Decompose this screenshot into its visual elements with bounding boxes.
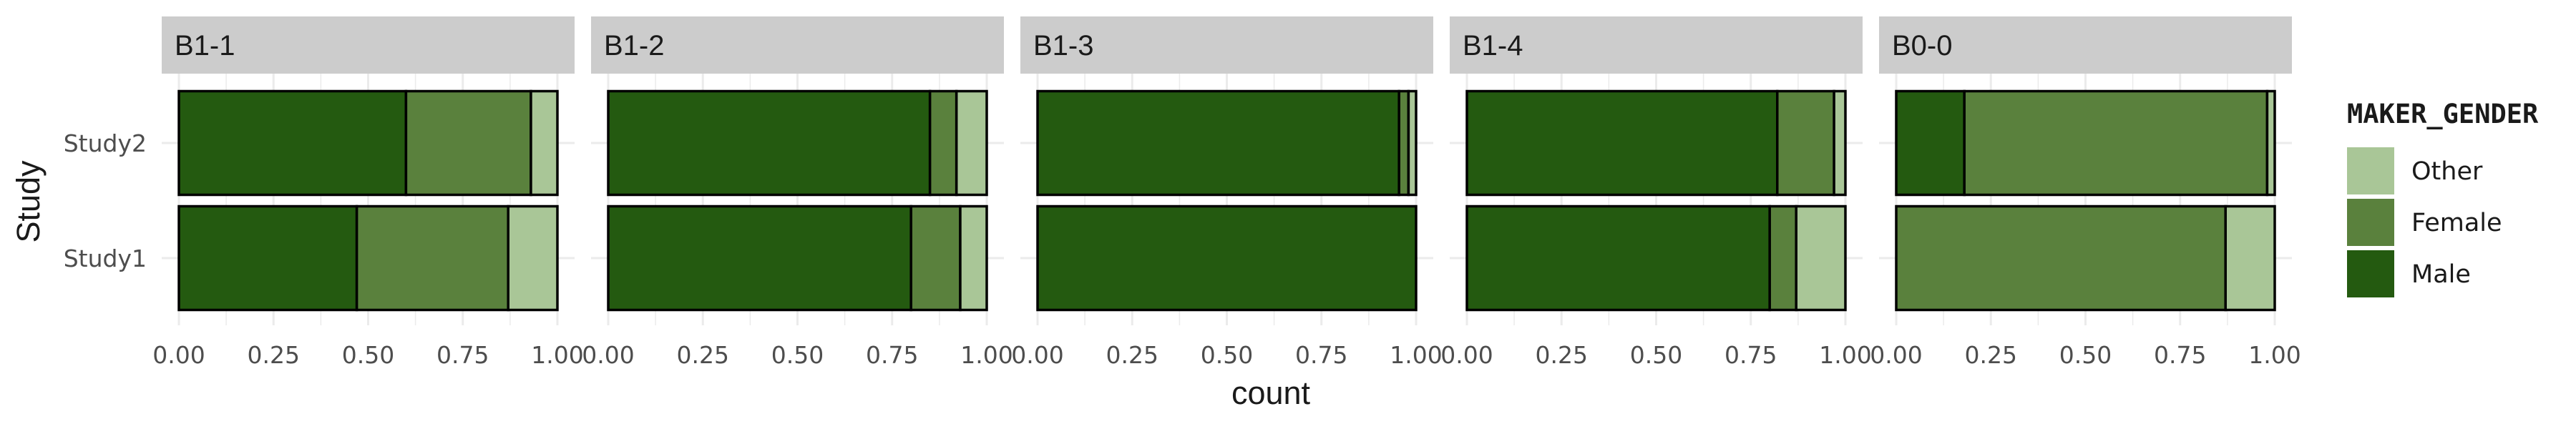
bar-study2-other <box>1833 89 1847 197</box>
bar-study1-male <box>177 204 358 312</box>
legend-key-male <box>2347 250 2394 297</box>
facet-panels: B1-1 0.00 0.25 0.50 0.75 1.00 B1-2 0.00 0.25 0.50… <box>152 16 2301 369</box>
bar-study1-female <box>355 204 509 312</box>
x-tick-label: 0.75 <box>1724 341 1777 369</box>
bar-study2-male <box>607 89 932 197</box>
bar-study2-female <box>928 89 958 197</box>
bar-study1-female <box>1895 204 2227 312</box>
bar-study2-other <box>2265 89 2276 197</box>
x-tick-label: 0.50 <box>771 341 824 369</box>
facet-panel-b0-0: B0-0 0.00 0.25 0.50 0.75 1.00 <box>1870 16 2301 369</box>
x-tick-label: 0.75 <box>866 341 918 369</box>
x-axis-title: count <box>1231 375 1311 411</box>
y-axis-title: Study <box>10 160 47 243</box>
x-tick-label: 0.25 <box>677 341 729 369</box>
facet-strip <box>1020 16 1433 74</box>
bar-study1-male <box>1036 204 1418 312</box>
bar-study2-female <box>404 89 532 197</box>
bar-study2-other <box>530 89 559 197</box>
facet-strip-label: B1-3 <box>1033 30 1094 61</box>
bar-study2-other <box>1407 89 1418 197</box>
legend-label-female: Female <box>2411 209 2502 237</box>
x-tick-label: 0.75 <box>2154 341 2206 369</box>
bar-study2-female <box>1397 89 1410 197</box>
facet-strip <box>162 16 575 74</box>
x-tick-label: 1.00 <box>531 341 583 369</box>
bar-study1-male <box>607 204 912 312</box>
x-tick-label: 0.50 <box>342 341 394 369</box>
x-tick-label: 1.00 <box>960 341 1013 369</box>
x-tick-label: 1.00 <box>1819 341 1871 369</box>
x-tick-label: 0.50 <box>1630 341 1682 369</box>
x-tick-label: 0.00 <box>1440 341 1493 369</box>
facet-strip-label: B1-4 <box>1463 30 1523 61</box>
bar-study2-other <box>955 89 988 197</box>
bar-study2-male <box>1036 89 1400 197</box>
facet-strip <box>591 16 1004 74</box>
legend-title: MAKER_GENDER <box>2347 99 2539 129</box>
x-tick-label: 0.25 <box>248 341 300 369</box>
x-tick-label: 0.00 <box>582 341 634 369</box>
x-tick-label: 0.75 <box>436 341 489 369</box>
x-tick-label: 0.50 <box>1201 341 1253 369</box>
x-tick-label: 0.50 <box>2059 341 2112 369</box>
legend-key-female <box>2347 199 2394 246</box>
bar-study2-female <box>1776 89 1835 197</box>
legend-key-other <box>2347 147 2394 194</box>
facet-strip <box>1450 16 1863 74</box>
x-tick-label: 0.75 <box>1295 341 1347 369</box>
bar-study1-female <box>1768 204 1797 312</box>
bar-study2-female <box>1963 89 2269 197</box>
x-tick-label: 0.00 <box>152 341 205 369</box>
bar-study1-other <box>1795 204 1847 312</box>
facet-panel-b1-2: B1-2 0.00 0.25 0.50 0.75 1.00 <box>582 16 1013 369</box>
facet-strip-label: B1-2 <box>604 30 665 61</box>
facet-panel-b1-1: B1-1 0.00 0.25 0.50 0.75 1.00 <box>152 16 584 369</box>
x-tick-label: 0.00 <box>1870 341 1922 369</box>
bar-study1-other <box>2224 204 2276 312</box>
legend-label-other: Other <box>2411 157 2483 186</box>
bar-study1-other <box>507 204 559 312</box>
y-tick-label-study2: Study2 <box>64 129 147 157</box>
facet-strip-label: B0-0 <box>1892 30 1953 61</box>
x-tick-label: 0.00 <box>1011 341 1063 369</box>
bar-study2-male <box>1465 89 1779 197</box>
facet-strip-label: B1-1 <box>175 30 235 61</box>
legend-label-male: Male <box>2411 260 2471 289</box>
bar-study1-female <box>909 204 962 312</box>
y-tick-label-study1: Study1 <box>64 245 147 272</box>
x-tick-label: 1.00 <box>2248 341 2301 369</box>
x-tick-label: 0.25 <box>1536 341 1588 369</box>
bar-study2-male <box>1895 89 1966 197</box>
x-tick-label: 1.00 <box>1390 341 1442 369</box>
facet-panel-b1-4: B1-4 0.00 0.25 0.50 0.75 1.00 <box>1440 16 1872 369</box>
bar-study1-male <box>1465 204 1771 312</box>
bar-study2-male <box>177 89 408 197</box>
facet-panel-b1-3: B1-3 0.00 0.25 0.50 0.75 1.00 <box>1011 16 1443 369</box>
legend: MAKER_GENDER Other Female Male <box>2347 99 2539 297</box>
x-tick-label: 0.25 <box>1106 341 1158 369</box>
facet-strip <box>1879 16 2292 74</box>
x-tick-label: 0.25 <box>1965 341 2017 369</box>
bar-study1-other <box>959 204 988 312</box>
